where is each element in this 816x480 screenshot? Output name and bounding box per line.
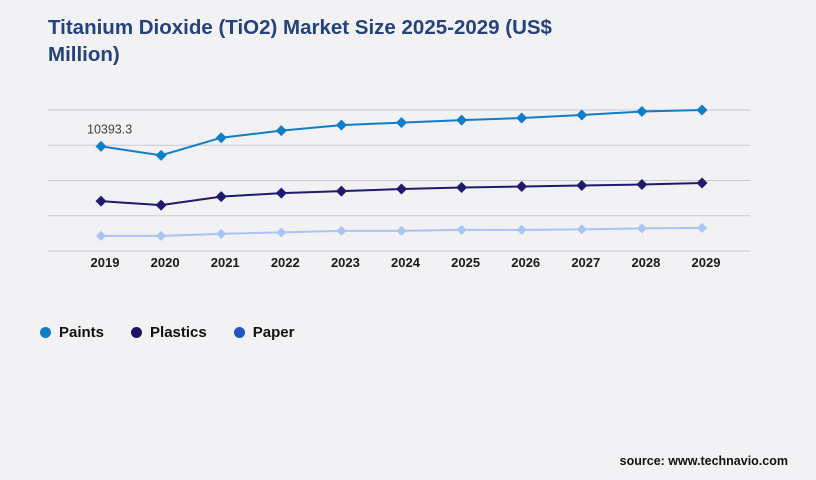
- x-axis-label: 2025: [451, 255, 480, 270]
- x-axis-label: 2020: [151, 255, 180, 270]
- x-axis-label: 2023: [331, 255, 360, 270]
- x-axis-label: 2021: [211, 255, 240, 270]
- data-point-paints-2028[interactable]: [636, 106, 648, 118]
- chart-title: Titanium Dioxide (TiO2) Market Size 2025…: [48, 16, 552, 67]
- legend-label-plastics: Plastics: [150, 324, 207, 341]
- x-axis-label: 2024: [391, 255, 421, 270]
- data-point-plastics-2020[interactable]: [155, 199, 167, 211]
- data-point-paper-2022[interactable]: [276, 227, 287, 238]
- legend-item-paints[interactable]: Paints: [40, 324, 104, 341]
- data-point-paper-2023[interactable]: [336, 225, 347, 236]
- data-point-paints-2025[interactable]: [456, 114, 468, 126]
- data-point-plastics-2022[interactable]: [275, 187, 287, 199]
- x-axis-label: 2022: [271, 255, 300, 270]
- data-point-paper-2019[interactable]: [96, 230, 106, 241]
- chart-legend: Paints Plastics Paper: [40, 324, 294, 341]
- data-point-paints-2020[interactable]: [155, 149, 167, 161]
- data-point-plastics-2023[interactable]: [335, 185, 347, 197]
- paper-series-dot-icon: [233, 327, 245, 338]
- data-point-plastics-2026[interactable]: [516, 181, 528, 193]
- data-point-paper-2027[interactable]: [576, 224, 587, 235]
- data-point-paper-2028[interactable]: [636, 223, 647, 234]
- data-point-paints-2022[interactable]: [275, 125, 287, 137]
- data-point-plastics-2028[interactable]: [636, 179, 648, 191]
- data-point-paints-2026[interactable]: [516, 112, 528, 124]
- data-point-paper-2024[interactable]: [396, 225, 407, 236]
- data-point-paints-2021[interactable]: [215, 132, 227, 144]
- data-point-plastics-2019[interactable]: [95, 195, 107, 207]
- legend-label-paints: Paints: [59, 324, 105, 341]
- plastics-series-dot-icon: [131, 327, 143, 338]
- series-line-paints: [100, 109, 703, 157]
- line-chart: 2019 2020 2021 2022 2023 2024 2025 2026 2027 2028…: [48, 104, 750, 270]
- data-point-paper-2025[interactable]: [456, 224, 467, 235]
- paints-series-dot-icon: [40, 327, 51, 338]
- data-point-paper-2020[interactable]: [156, 230, 167, 241]
- x-axis-label: 2026: [511, 255, 540, 270]
- x-axis-label: 2028: [631, 255, 660, 270]
- data-point-paints-2019[interactable]: [95, 140, 107, 152]
- legend-item-paper[interactable]: Paper: [233, 324, 295, 341]
- data-point-plastics-2029[interactable]: [696, 177, 708, 189]
- data-label: 10393.3: [87, 122, 132, 136]
- data-point-paper-2029[interactable]: [697, 222, 707, 233]
- x-axis-label: 2027: [571, 255, 600, 270]
- legend-item-plastics[interactable]: Plastics: [131, 324, 207, 341]
- data-point-paper-2026[interactable]: [516, 224, 527, 235]
- data-point-plastics-2027[interactable]: [576, 180, 588, 192]
- x-axis-label: 2019: [91, 255, 120, 270]
- data-point-paints-2023[interactable]: [335, 119, 347, 131]
- x-axis-label: 2029: [692, 255, 721, 270]
- source-attribution: source: www.technavio.com: [619, 454, 788, 468]
- data-point-plastics-2025[interactable]: [456, 182, 468, 194]
- data-point-paints-2027[interactable]: [576, 109, 588, 121]
- legend-label-paper: Paper: [252, 324, 295, 341]
- data-point-plastics-2024[interactable]: [396, 183, 407, 195]
- data-point-paints-2029[interactable]: [696, 104, 708, 116]
- data-point-plastics-2021[interactable]: [215, 191, 227, 203]
- data-point-paper-2021[interactable]: [216, 228, 227, 239]
- data-point-paints-2024[interactable]: [396, 117, 407, 129]
